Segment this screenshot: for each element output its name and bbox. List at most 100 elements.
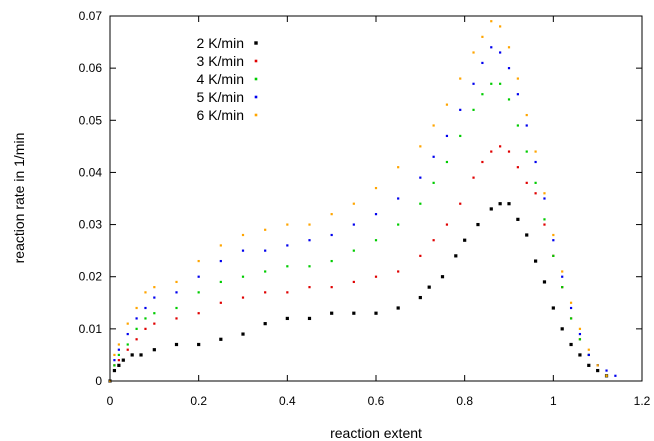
y-axis-title: reaction rate in 1/min (11, 133, 27, 264)
data-point (153, 322, 156, 325)
data-point (561, 270, 564, 273)
data-point (121, 358, 125, 362)
data-point (286, 265, 289, 268)
data-point (578, 327, 582, 330)
data-point (587, 353, 590, 357)
data-point (459, 77, 462, 80)
data-point (459, 108, 462, 111)
data-point (432, 124, 435, 127)
data-point (113, 353, 116, 357)
data-point (516, 166, 519, 169)
data-point (112, 368, 117, 373)
data-point (516, 217, 520, 221)
plot-frame (109, 15, 643, 382)
x-axis-title: reaction extent (330, 425, 422, 441)
legend-label: 2 K/min (197, 35, 244, 51)
data-point (481, 35, 484, 38)
data-point (543, 197, 546, 200)
data-point (263, 322, 267, 326)
data-point (135, 317, 138, 320)
data-point (489, 207, 493, 211)
data-point (432, 155, 435, 158)
data-points (108, 20, 617, 383)
data-point (241, 332, 245, 336)
data-point (219, 259, 222, 263)
data-point (587, 348, 590, 351)
data-point (135, 338, 138, 341)
data-point (197, 312, 200, 315)
data-point (286, 244, 289, 247)
data-point (153, 312, 156, 315)
data-point (543, 223, 546, 226)
legend-marker (254, 95, 258, 99)
series-2 (108, 145, 608, 383)
data-point (472, 82, 475, 85)
data-point (139, 353, 143, 357)
data-point (569, 342, 573, 347)
legend-label: 5 K/min (197, 89, 244, 105)
data-point (454, 254, 458, 258)
series-4 (108, 46, 617, 383)
legend-label: 3 K/min (197, 53, 244, 69)
data-point (264, 291, 267, 294)
data-point (397, 223, 400, 226)
data-point (605, 374, 608, 377)
data-point (286, 223, 289, 226)
data-point (507, 98, 511, 101)
y-tick-label: 0 (95, 374, 102, 388)
data-point (481, 93, 484, 96)
x-tick-label: 1 (550, 394, 557, 408)
data-point (560, 327, 564, 331)
data-point (352, 280, 355, 284)
data-point (525, 124, 528, 127)
data-point (330, 233, 333, 237)
data-point (534, 259, 538, 263)
data-point (569, 301, 573, 304)
series-5 (108, 20, 608, 383)
data-point (374, 311, 378, 315)
data-point (561, 286, 564, 289)
data-point (605, 369, 608, 372)
data-point (175, 280, 178, 284)
data-point (525, 150, 528, 153)
y-axis-ticks: 0 0.01 0.02 0.03 0.04 0.05 0.06 0.07 (79, 9, 642, 388)
data-point (219, 280, 222, 284)
data-point (432, 181, 435, 184)
data-point (578, 332, 582, 336)
data-point (516, 124, 519, 127)
data-point (419, 254, 422, 257)
data-point (144, 291, 147, 294)
data-point (525, 233, 529, 237)
data-point (397, 270, 400, 273)
data-point (499, 82, 502, 85)
data-point (499, 145, 502, 148)
data-point (490, 82, 493, 85)
data-point (476, 222, 480, 227)
data-point (397, 166, 400, 169)
data-point (534, 150, 537, 153)
data-point (117, 359, 120, 362)
data-point (445, 223, 449, 226)
data-point (264, 228, 267, 231)
data-point (578, 338, 582, 341)
data-point (445, 134, 449, 138)
legend: 2 K/min 3 K/min 4 K/min 5 K/min 6 K/min (197, 35, 258, 123)
series-3 (108, 82, 608, 383)
data-point (153, 286, 156, 289)
data-point (241, 296, 245, 299)
data-point (472, 176, 475, 179)
legend-marker (254, 113, 258, 117)
data-point (286, 291, 289, 294)
x-tick-label: 1.2 (634, 394, 651, 408)
data-point (578, 353, 582, 357)
y-tick-label: 0.05 (79, 113, 103, 127)
data-point (219, 244, 222, 247)
data-point (490, 46, 493, 49)
y-tick-label: 0.02 (79, 270, 103, 284)
data-point (552, 233, 555, 237)
data-point (516, 93, 519, 96)
data-point (445, 103, 449, 106)
data-point (397, 197, 400, 200)
data-point (117, 348, 120, 351)
data-point (330, 259, 333, 263)
